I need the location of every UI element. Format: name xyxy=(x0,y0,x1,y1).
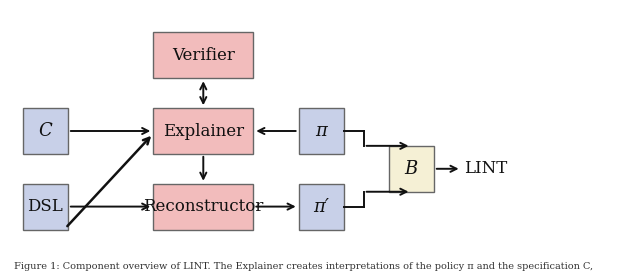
Text: Verifier: Verifier xyxy=(172,47,235,64)
FancyBboxPatch shape xyxy=(23,108,68,154)
Text: LINT: LINT xyxy=(464,160,508,177)
Text: Figure 1: Component overview of LINT. The Explainer creates interpretations of t: Figure 1: Component overview of LINT. Th… xyxy=(13,262,593,271)
FancyBboxPatch shape xyxy=(23,184,68,230)
Text: π: π xyxy=(315,122,327,140)
Text: Explainer: Explainer xyxy=(163,123,244,139)
Text: B: B xyxy=(404,160,418,178)
FancyBboxPatch shape xyxy=(388,146,434,192)
Text: π′: π′ xyxy=(313,198,329,216)
Text: C: C xyxy=(38,122,52,140)
FancyBboxPatch shape xyxy=(153,33,253,78)
FancyBboxPatch shape xyxy=(153,184,253,230)
Text: DSL: DSL xyxy=(28,198,63,215)
FancyBboxPatch shape xyxy=(298,108,344,154)
FancyBboxPatch shape xyxy=(298,184,344,230)
Text: Reconstructor: Reconstructor xyxy=(143,198,264,215)
FancyBboxPatch shape xyxy=(153,108,253,154)
